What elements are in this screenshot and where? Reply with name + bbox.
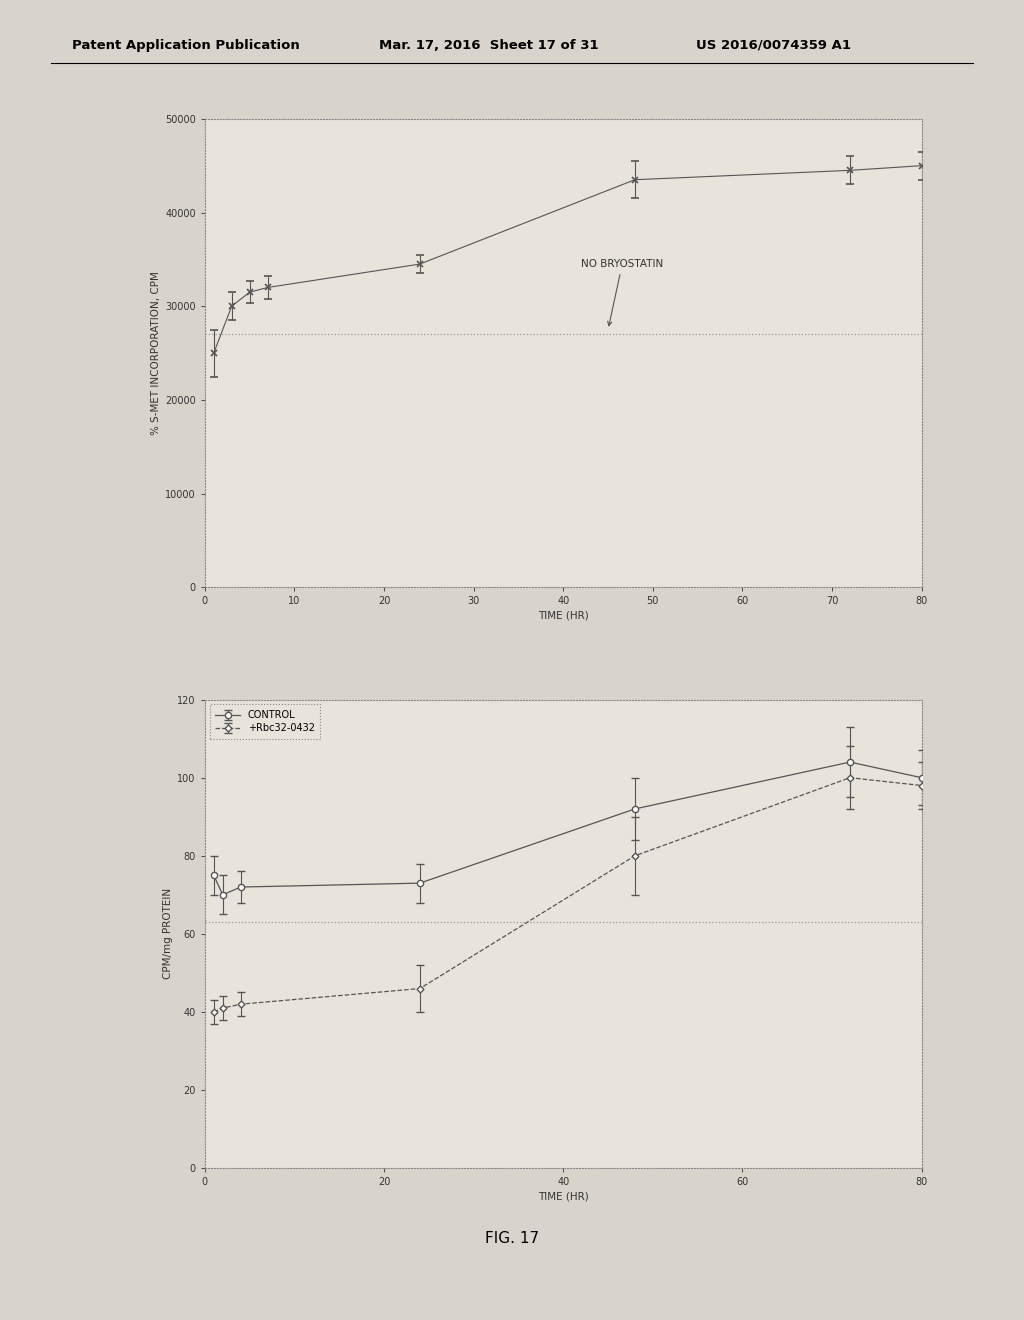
- Legend: CONTROL, +Rbc32-0432: CONTROL, +Rbc32-0432: [210, 705, 321, 739]
- Text: US 2016/0074359 A1: US 2016/0074359 A1: [696, 38, 851, 51]
- Y-axis label: % S-MET INCORPORATION, CPM: % S-MET INCORPORATION, CPM: [151, 271, 161, 436]
- Text: NO BRYOSTATIN: NO BRYOSTATIN: [581, 259, 664, 326]
- Text: Patent Application Publication: Patent Application Publication: [72, 38, 299, 51]
- Text: Mar. 17, 2016  Sheet 17 of 31: Mar. 17, 2016 Sheet 17 of 31: [379, 38, 598, 51]
- X-axis label: TIME (HR): TIME (HR): [538, 1192, 589, 1201]
- Y-axis label: CPM/mg PROTEIN: CPM/mg PROTEIN: [163, 888, 173, 979]
- Text: FIG. 17: FIG. 17: [485, 1232, 539, 1246]
- X-axis label: TIME (HR): TIME (HR): [538, 611, 589, 620]
